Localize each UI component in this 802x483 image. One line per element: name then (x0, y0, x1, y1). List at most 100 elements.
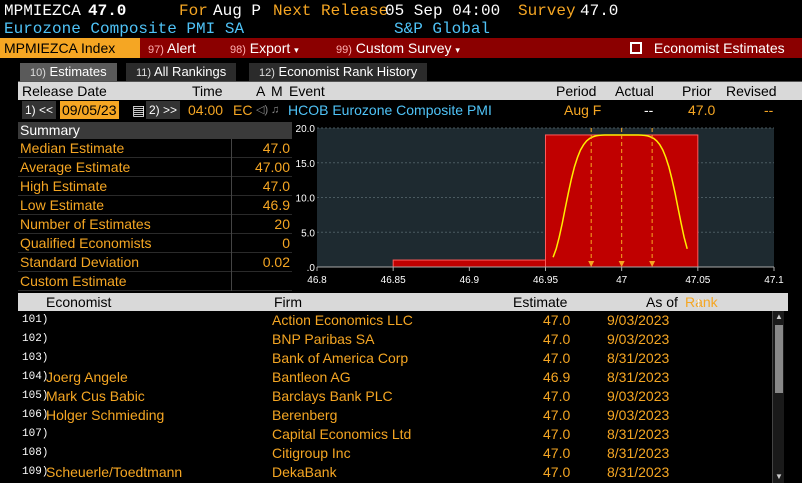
tab-economist-rank-history[interactable]: 12) Economist Rank History (249, 63, 428, 81)
table-row[interactable]: 104) Joerg Angele Bantleon AG 46.9 8/31/2023 (18, 368, 788, 387)
economist-rank: 101) (22, 314, 49, 326)
economist-rank: 108) (22, 447, 49, 459)
firm-name: Barclays Bank PLC (272, 388, 393, 404)
description: Eurozone Composite PMI SA (4, 20, 245, 38)
scroll-up-icon[interactable]: ▲ (775, 312, 783, 321)
summary-value: 0.02 (262, 254, 290, 270)
tab-label: Estimates (49, 64, 107, 79)
table-row[interactable]: 101) Action Economics LLC 47.0 9/03/2023 (18, 311, 788, 330)
x-tick-label: 47.1 (764, 275, 784, 286)
alert-label: Alert (167, 40, 196, 56)
table-row[interactable]: 108) Citigroup Inc 47.0 8/31/2023 (18, 444, 788, 463)
tab-label: All Rankings (154, 64, 227, 79)
event-period: Aug F (564, 102, 602, 118)
custom-survey-button[interactable]: 99) Custom Survey ▾ (336, 38, 460, 58)
estimate-marker (618, 261, 625, 267)
chevron-down-icon: ▾ (455, 45, 460, 55)
header-period: Aug P (213, 2, 262, 20)
table-row[interactable]: 109) Scheuerle/Toedtmann DekaBank 47.0 8/31/… (18, 463, 788, 482)
estimate-value: 47.0 (543, 407, 571, 423)
y-tick-label: 15.0 (296, 159, 316, 170)
release-grid-header: Release Date Time A M Event Period Actua… (18, 82, 802, 100)
scroll-thumb[interactable] (775, 325, 783, 393)
custom-num: 99) (336, 44, 352, 56)
as-of-date: 8/31/2023 (607, 464, 670, 480)
event-actual: -- (644, 102, 654, 118)
summary-row: Median Estimate 47.0 (18, 139, 292, 158)
as-of-date: 8/31/2023 (607, 369, 670, 385)
summary-row: Standard Deviation 0.02 (18, 253, 292, 272)
toolbar: MPMIEZCA Index 97) Alert 98) Export ▾ 99… (0, 38, 802, 58)
col-prior[interactable]: Prior (682, 83, 712, 99)
event-revised: -- (764, 102, 774, 118)
col-firm[interactable]: Firm (274, 294, 302, 310)
release-date-input[interactable]: 09/05/23 (60, 101, 119, 119)
col-estimate[interactable]: Estimate (513, 294, 568, 310)
histogram-bar (392, 259, 546, 268)
tab-num: 11) (136, 67, 152, 79)
col-event[interactable]: Event (289, 83, 325, 99)
col-period[interactable]: Period (556, 83, 597, 99)
x-tick-label: 46.95 (533, 275, 558, 286)
firm-name: Bantleon AG (272, 369, 351, 385)
economist-rank: 109) (22, 466, 49, 478)
header-value: 47.0 (88, 2, 127, 20)
release-row[interactable]: 1) << 09/05/23 ▤ 2) >> 04:00 EC ◁) ♫ HCO… (18, 101, 802, 119)
index-button[interactable]: MPMIEZCA Index (0, 38, 140, 58)
summary-label: Average Estimate (20, 159, 131, 175)
estimate-value: 47.0 (543, 331, 571, 347)
table-row[interactable]: 105) Mark Cus Babic Barclays Bank PLC 47.0 9… (18, 387, 788, 406)
table-row[interactable]: 106) Holger Schmieding Berenberg 47.0 9/03/2… (18, 406, 788, 425)
x-tick-label: 46.8 (307, 275, 327, 286)
estimate-marker (588, 261, 595, 267)
x-tick-label: 46.85 (381, 275, 406, 286)
col-m[interactable]: M (271, 83, 283, 99)
prev-release-button[interactable]: 1) << (22, 101, 57, 119)
export-button[interactable]: 98) Export ▾ (230, 38, 299, 58)
table-row[interactable]: 103) Bank of America Corp 47.0 8/31/2023 (18, 349, 788, 368)
economist-estimates-button[interactable]: Economist Estimates (630, 38, 785, 58)
scroll-down-icon[interactable]: ▼ (775, 472, 783, 481)
estimate-distribution-chart: 20.0 15.0 10.0 5.0 .046.8 46.85 46.9 46.95 47 47.… (296, 124, 785, 286)
col-time[interactable]: Time (192, 83, 223, 99)
summary-row: Custom Estimate (18, 272, 292, 291)
speaker-icon[interactable]: ◁) (256, 104, 269, 116)
table-row[interactable]: 102) BNP Paribas SA 47.0 9/03/2023 (18, 330, 788, 349)
scrollbar[interactable]: ▲ ▼ (772, 311, 784, 483)
y-tick-label: .0 (307, 263, 316, 274)
economist-rank: 105) (22, 390, 49, 402)
col-actual[interactable]: Actual (615, 83, 654, 99)
col-revised[interactable]: Revised (726, 83, 777, 99)
economist-rank: 102) (22, 333, 49, 345)
chevron-down-icon: ▾ (294, 45, 299, 55)
summary-label: Standard Deviation (20, 254, 140, 270)
estimate-marker (649, 261, 656, 267)
tab-all-rankings[interactable]: 11) All Rankings (126, 63, 237, 81)
custom-survey-label: Custom Survey (355, 40, 452, 56)
as-of-date: 8/31/2023 (607, 445, 670, 461)
col-economist[interactable]: Economist (46, 294, 112, 310)
economist-rank: 103) (22, 352, 49, 364)
col-a[interactable]: A (256, 83, 266, 99)
summary-label: Median Estimate (20, 140, 125, 156)
economist-table-header: Economist Firm Estimate As of Rank ↑ (18, 293, 788, 311)
event-prior: 47.0 (688, 102, 716, 118)
col-as-of[interactable]: As of (646, 294, 678, 310)
next-release-button[interactable]: 2) >> (146, 101, 181, 119)
estimate-value: 47.0 (543, 445, 571, 461)
summary-label: High Estimate (20, 178, 108, 194)
calendar-icon[interactable]: ▤ (132, 102, 146, 118)
alert-button[interactable]: 97) Alert (148, 38, 196, 58)
tab-estimates[interactable]: 10) Estimates (20, 63, 117, 81)
firm-name: Bank of America Corp (272, 350, 409, 366)
col-release-date[interactable]: Release Date (22, 83, 107, 99)
bell-icon[interactable]: ♫ (271, 104, 280, 116)
sort-up-icon: ↑ (695, 294, 702, 310)
estimate-value: 47.0 (543, 388, 571, 404)
next-release-label: Next Release (273, 2, 389, 20)
firm-name: Capital Economics Ltd (272, 426, 412, 442)
event-name[interactable]: HCOB Eurozone Composite PMI (288, 102, 492, 118)
table-row[interactable]: 107) Capital Economics Ltd 47.0 8/31/2023 (18, 425, 788, 444)
firm-name: Berenberg (272, 407, 338, 423)
economist-name: Scheuerle/Toedtmann (46, 464, 183, 480)
